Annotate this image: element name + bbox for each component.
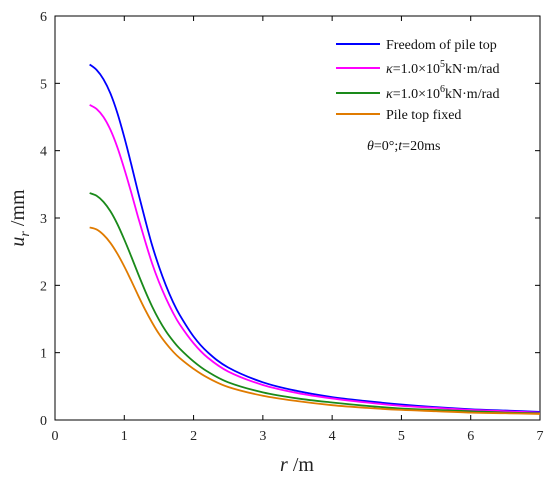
- y-axis-symbol: u: [7, 237, 29, 247]
- x-tick-label: 3: [259, 429, 266, 444]
- x-tick-label: 6: [467, 429, 474, 444]
- series-line-kappa6: [89, 192, 541, 415]
- annotation-theta-value: =0°;: [374, 139, 398, 154]
- y-tick-label: 2: [40, 279, 47, 294]
- legend-kappa6-pre: =1.0×10: [393, 87, 440, 102]
- legend-label-kappa6: κ=1.0×106kN·m/rad: [386, 84, 499, 102]
- legend-kappa6-unit: kN·m/rad: [445, 87, 499, 102]
- legend-kappa6-symbol: κ: [386, 87, 393, 102]
- series-line-freedom: [89, 63, 541, 413]
- legend-kappa5-unit: kN·m/rad: [445, 62, 499, 77]
- annotation-t: t: [398, 139, 403, 154]
- annotation-theta: θ: [367, 139, 374, 154]
- legend: Freedom of pile top κ=1.0×105kN·m/rad κ=…: [336, 38, 499, 123]
- y-tick-label: 6: [40, 10, 47, 25]
- legend-kappa5-pre: =1.0×10: [393, 62, 440, 77]
- x-tick-label: 4: [329, 429, 336, 444]
- x-axis-title: r /m: [280, 454, 314, 476]
- x-axis-symbol: r: [280, 454, 288, 476]
- legend-kappa6-exp: 6: [440, 84, 445, 95]
- series-line-fixed: [89, 226, 541, 415]
- y-tick-label: 1: [40, 347, 47, 362]
- legend-kappa5-symbol: κ: [386, 62, 393, 77]
- y-tick-label: 3: [40, 212, 47, 227]
- series-layer: [89, 63, 541, 415]
- annotation-t-value: =20ms: [402, 139, 440, 154]
- x-tick-label: 1: [121, 429, 128, 444]
- condition-annotation: θ=0°;t=20ms: [367, 139, 440, 154]
- y-tick-label: 5: [40, 77, 47, 92]
- legend-label-freedom: Freedom of pile top: [386, 38, 497, 53]
- x-tick-label: 2: [190, 429, 197, 444]
- y-tick-label: 0: [40, 414, 47, 429]
- x-tick-label: 0: [52, 429, 59, 444]
- y-axis-unit: /mm: [7, 189, 29, 231]
- y-axis-subscript: r: [18, 231, 33, 237]
- y-tick-label: 4: [40, 145, 47, 160]
- x-tick-label: 7: [537, 429, 544, 444]
- legend-label-fixed: Pile top fixed: [386, 108, 461, 123]
- x-tick-label: 5: [398, 429, 405, 444]
- legend-label-kappa5: κ=1.0×105kN·m/rad: [386, 59, 499, 77]
- x-axis-unit: /m: [288, 454, 315, 476]
- legend-kappa5-exp: 5: [440, 59, 445, 70]
- y-axis-title: ur /mm: [7, 189, 33, 247]
- ticks-layer: 0 1 2 3 4 5 6 7 0 1 2 3 4 5 6: [40, 10, 544, 444]
- series-line-kappa5: [89, 104, 541, 414]
